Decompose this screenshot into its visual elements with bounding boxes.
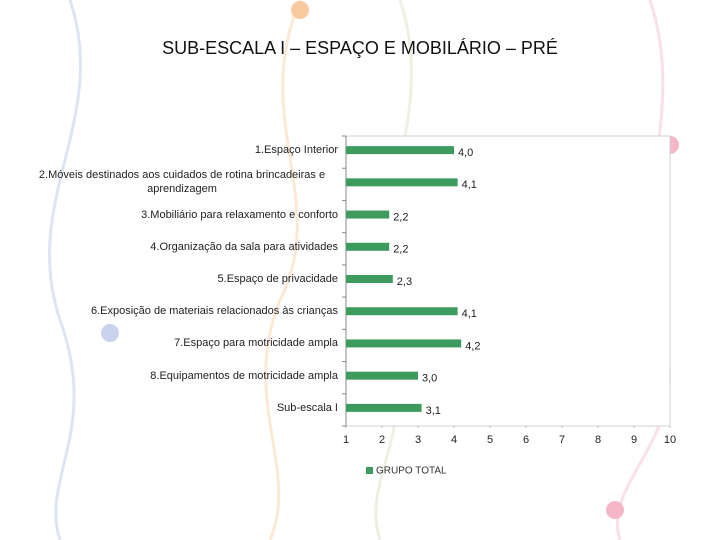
category-label: 4.Organização da sala para atividades <box>150 240 338 253</box>
x-tick-label: 5 <box>487 434 493 446</box>
value-label: 2,2 <box>393 244 408 256</box>
category-label: 6.Exposição de materiais relacionados às… <box>90 305 338 318</box>
decoration-dot <box>606 501 624 519</box>
category-label: 8.Equipamentos de motricidade ampla <box>150 369 338 382</box>
bar <box>346 178 458 187</box>
bar <box>346 403 422 412</box>
bar <box>346 242 390 251</box>
legend-label: GRUPO TOTAL <box>376 466 447 477</box>
x-tick-label: 3 <box>415 434 421 446</box>
chart-title: SUB-ESCALA I – ESPAÇO E MOBILÁRIO – PRÉ <box>162 38 558 58</box>
legend-swatch <box>366 467 373 474</box>
category-label: 1.Espaço Interior <box>254 144 338 157</box>
x-tick-label: 4 <box>451 434 457 446</box>
decoration-dot <box>291 1 309 19</box>
bar <box>346 371 418 380</box>
bar <box>346 307 458 316</box>
bar <box>346 210 390 219</box>
x-tick-label: 7 <box>559 434 565 446</box>
value-label: 2,2 <box>393 211 408 223</box>
x-tick-label: 8 <box>595 434 601 446</box>
value-label: 4,1 <box>462 179 477 191</box>
category-label: 2.Móveis destinados aos cuidados de roti… <box>38 169 326 196</box>
bar <box>346 146 454 155</box>
bar <box>346 339 462 348</box>
value-label: 3,1 <box>426 405 441 417</box>
category-label: Sub-escala I <box>276 401 338 414</box>
x-tick-label: 9 <box>631 434 637 446</box>
value-label: 3,0 <box>422 373 437 385</box>
category-label: 7.Espaço para motricidade ampla <box>174 337 338 350</box>
x-tick-label: 2 <box>379 434 385 446</box>
value-label: 4,2 <box>465 340 480 352</box>
x-tick-label: 6 <box>523 434 529 446</box>
decoration-dot <box>101 324 119 342</box>
category-label: 3.Mobiliário para relaxamento e conforto <box>141 208 338 221</box>
value-label: 2,3 <box>397 276 412 288</box>
x-tick-label: 10 <box>664 434 676 446</box>
x-tick-label: 1 <box>343 434 349 446</box>
category-label: 5.Espaço de privacidade <box>217 273 338 285</box>
value-label: 4,1 <box>462 308 477 320</box>
value-label: 4,0 <box>458 147 473 159</box>
bar <box>346 275 393 283</box>
